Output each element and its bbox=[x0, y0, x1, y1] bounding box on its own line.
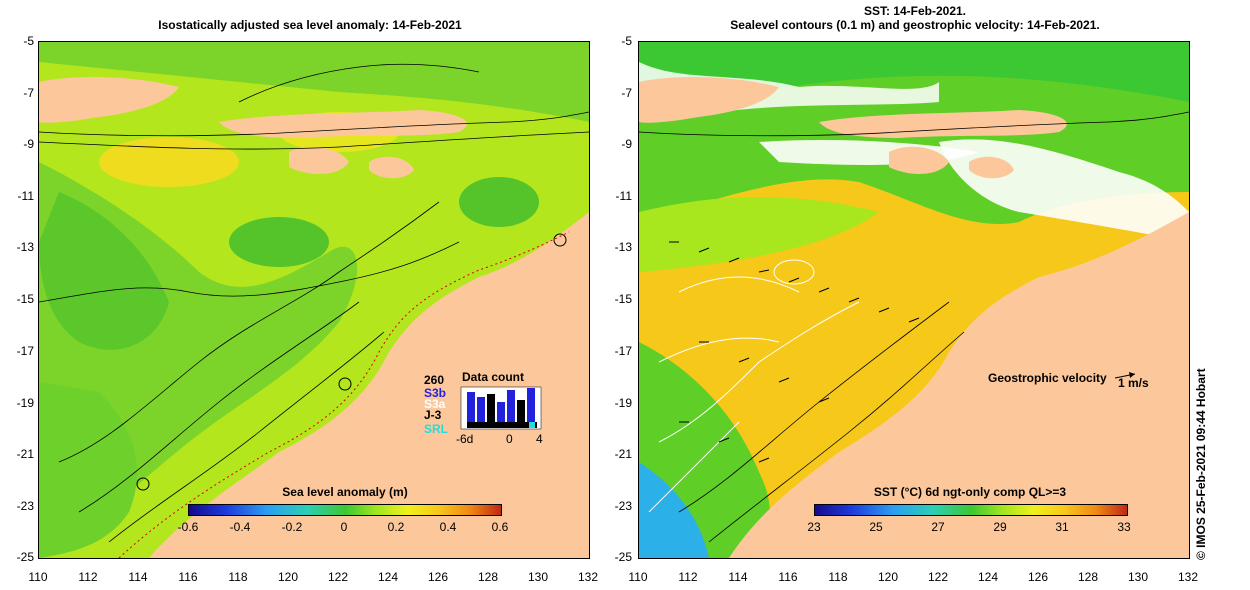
right-x-tick: 122 bbox=[927, 570, 949, 584]
right-x-tick: 130 bbox=[1127, 570, 1149, 584]
right-cb-label-2: 27 bbox=[931, 520, 945, 534]
right-x-tick: 110 bbox=[628, 570, 648, 584]
left-x-tick: 114 bbox=[128, 570, 148, 584]
left-cb-label-0: -0.6 bbox=[177, 520, 199, 534]
left-panel-title: Isostatically adjusted sea level anomaly… bbox=[158, 18, 462, 32]
left-x-tick: 130 bbox=[527, 570, 549, 584]
right-y-tick: -7 bbox=[621, 86, 632, 100]
left-y-tick: -19 bbox=[16, 396, 34, 410]
inset-x-label-1: 0 bbox=[506, 432, 513, 446]
sst-canvas bbox=[639, 42, 1189, 558]
right-x-tick: 128 bbox=[1077, 570, 1099, 584]
left-x-tick: 124 bbox=[377, 570, 399, 584]
left-cb-label-4: 0.2 bbox=[387, 520, 405, 534]
right-cb-label-3: 29 bbox=[993, 520, 1007, 534]
imos-credit: © IMOS 25-Feb-2021 09:44 Hobart bbox=[1194, 368, 1208, 560]
left-x-tick: 116 bbox=[178, 570, 198, 584]
right-y-tick: -15 bbox=[614, 292, 632, 306]
right-x-tick: 118 bbox=[828, 570, 848, 584]
velocity-unit: 1 m/s bbox=[1118, 376, 1149, 390]
right-y-tick: -5 bbox=[621, 34, 632, 48]
right-y-tick: -17 bbox=[614, 344, 632, 358]
right-y-tick: -13 bbox=[614, 240, 632, 254]
right-panel-title-line1: SST: 14-Feb-2021. bbox=[863, 4, 967, 18]
left-y-tick: -15 bbox=[16, 292, 34, 306]
left-y-tick: -13 bbox=[16, 240, 34, 254]
right-panel-title-line2: Sealevel contours (0.1 m) and geostrophi… bbox=[730, 18, 1100, 32]
right-colorbar bbox=[814, 504, 1128, 516]
inset-satellite-s3b: S3b bbox=[424, 386, 447, 400]
right-cb-label-0: 23 bbox=[807, 520, 821, 534]
left-x-tick: 118 bbox=[228, 570, 248, 584]
inset-satellite-s3a: S3a bbox=[424, 397, 446, 411]
sst-map bbox=[638, 41, 1190, 559]
left-y-tick: -5 bbox=[23, 34, 34, 48]
right-y-tick: -21 bbox=[614, 447, 632, 461]
inset-title: Data count bbox=[462, 370, 525, 384]
right-y-tick: -25 bbox=[614, 550, 632, 564]
left-cb-label-1: -0.4 bbox=[229, 520, 251, 534]
left-cb-label-5: 0.4 bbox=[439, 520, 457, 534]
right-colorbar-title: SST (°C) 6d ngt-only comp QL>=3 bbox=[873, 485, 1067, 499]
right-cb-label-5: 33 bbox=[1117, 520, 1131, 534]
left-x-tick: 132 bbox=[577, 570, 599, 584]
right-y-tick: -9 bbox=[621, 137, 632, 151]
data-count-inset bbox=[460, 386, 542, 430]
left-cb-label-6: 0.6 bbox=[491, 520, 509, 534]
inset-satellite-j3: J-3 bbox=[424, 408, 442, 422]
inset-max-label: 260 bbox=[424, 373, 445, 387]
right-x-tick: 114 bbox=[728, 570, 748, 584]
right-x-tick: 126 bbox=[1027, 570, 1049, 584]
left-x-tick: 112 bbox=[78, 570, 98, 584]
left-colorbar-title: Sea level anomaly (m) bbox=[282, 485, 408, 499]
left-x-tick: 110 bbox=[28, 570, 48, 584]
inset-satellite-srl: SRL bbox=[424, 422, 448, 436]
left-y-tick: -11 bbox=[17, 189, 34, 203]
left-colorbar bbox=[188, 504, 502, 516]
left-x-tick: 122 bbox=[327, 570, 349, 584]
right-x-tick: 120 bbox=[877, 570, 899, 584]
left-x-tick: 120 bbox=[277, 570, 299, 584]
left-y-tick: -17 bbox=[16, 344, 34, 358]
left-y-tick: -9 bbox=[23, 137, 34, 151]
left-y-tick: -7 bbox=[23, 86, 34, 100]
right-x-tick: 132 bbox=[1177, 570, 1199, 584]
right-y-tick: -11 bbox=[615, 189, 632, 203]
left-y-tick: -23 bbox=[16, 499, 34, 513]
sea-level-anomaly-canvas bbox=[39, 42, 589, 558]
right-y-tick: -19 bbox=[614, 396, 632, 410]
left-y-tick: -25 bbox=[16, 550, 34, 564]
left-x-tick: 126 bbox=[427, 570, 449, 584]
sea-level-anomaly-map bbox=[38, 41, 590, 559]
right-x-tick: 112 bbox=[678, 570, 698, 584]
velocity-label: Geostrophic velocity bbox=[988, 371, 1107, 385]
right-cb-label-1: 25 bbox=[869, 520, 883, 534]
left-y-tick: -21 bbox=[16, 447, 34, 461]
left-x-tick: 128 bbox=[477, 570, 499, 584]
right-cb-label-4: 31 bbox=[1055, 520, 1069, 534]
right-x-tick: 124 bbox=[977, 570, 999, 584]
left-cb-label-2: -0.2 bbox=[281, 520, 303, 534]
inset-x-label-2: 4 bbox=[536, 432, 543, 446]
right-x-tick: 116 bbox=[778, 570, 798, 584]
inset-x-label-0: -6d bbox=[456, 432, 474, 446]
left-cb-label-3: 0 bbox=[340, 520, 348, 534]
right-y-tick: -23 bbox=[614, 499, 632, 513]
